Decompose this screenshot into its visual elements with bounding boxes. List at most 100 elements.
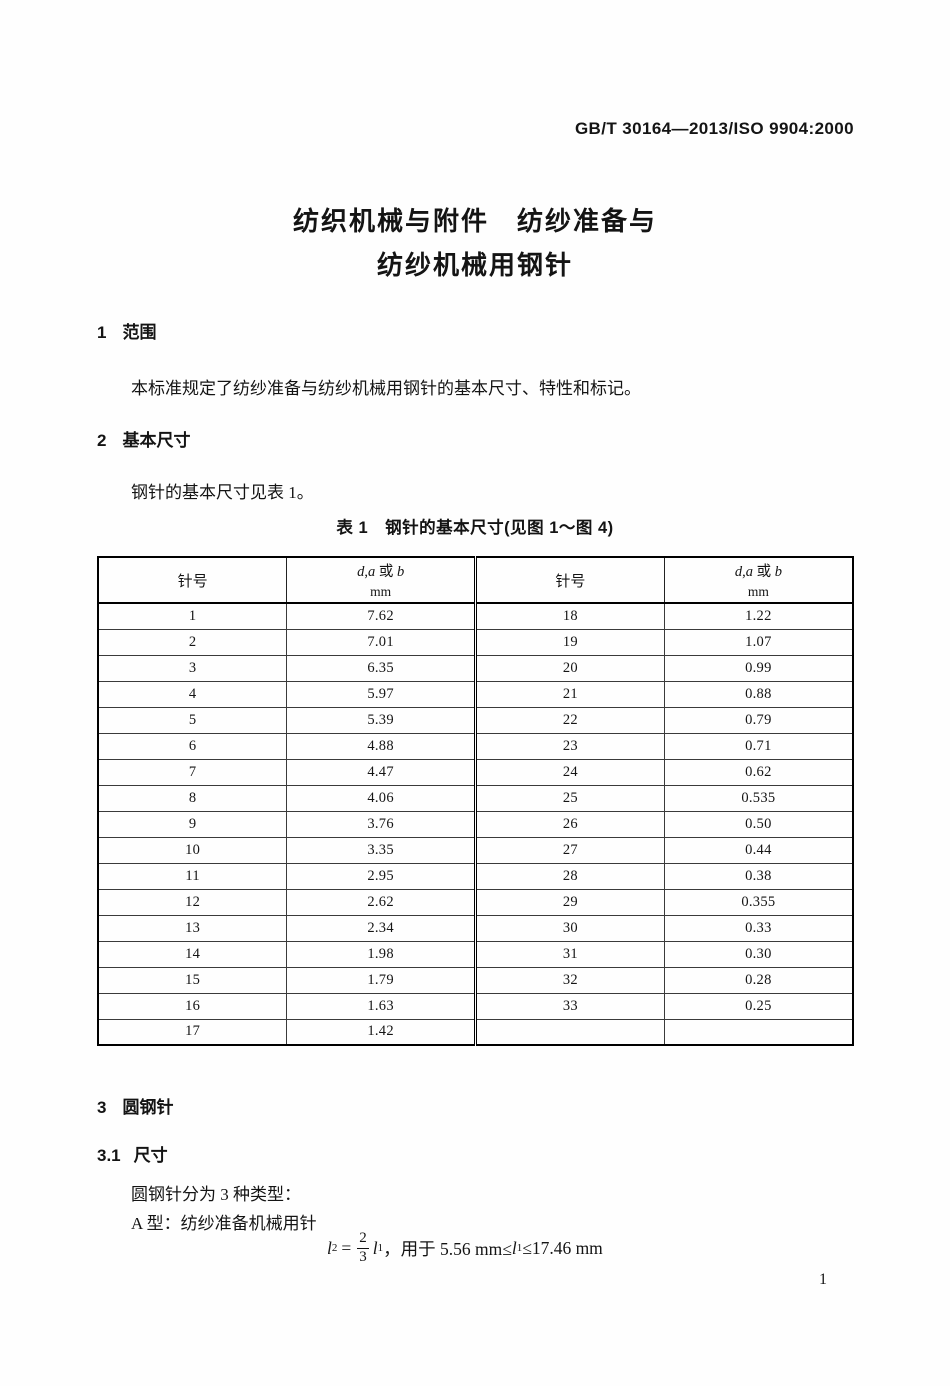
section-1-heading: 1 范围 <box>97 318 156 343</box>
table-row: 2 7.01 19 1.07 <box>97 628 854 656</box>
section-2-body: 钢针的基本尺寸见表 1。 <box>131 483 314 502</box>
dimension-value-cell: 0.33 <box>663 914 854 942</box>
dimension-value-cell: 0.88 <box>663 680 854 708</box>
var-l1: l <box>372 1237 378 1258</box>
section-3-title: 圆钢针 <box>122 1098 174 1117</box>
var-l1-cond: l <box>511 1237 517 1258</box>
dimension-value-cell: 3.35 <box>286 836 476 864</box>
needle-number-cell: 15 <box>97 966 288 994</box>
table-row: 4 5.97 21 0.88 <box>97 680 854 708</box>
needle-number-cell: 23 <box>474 732 665 760</box>
dimension-value-cell: 0.25 <box>663 992 854 1020</box>
symbol-d: d <box>734 564 743 580</box>
section-2-number: 2 <box>97 431 107 450</box>
needle-number-cell: 27 <box>474 836 665 864</box>
needle-number-cell: 25 <box>474 784 665 812</box>
equals-sign: = <box>341 1237 352 1258</box>
symbol-a: a <box>367 564 376 580</box>
dimension-value-cell: 0.99 <box>663 654 854 682</box>
needle-number-cell: 6 <box>97 732 288 760</box>
dimension-value-cell: 2.62 <box>286 888 476 916</box>
section-3-number: 3 <box>97 1098 107 1117</box>
needle-number-cell: 2 <box>97 628 288 656</box>
dimension-value-cell: 7.62 <box>286 602 476 630</box>
needle-number-cell: 29 <box>474 888 665 916</box>
needle-number-cell: 30 <box>474 914 665 942</box>
dimension-value-cell: 1.07 <box>663 628 854 656</box>
needle-number-cell: 3 <box>97 654 288 682</box>
symbol-a: a <box>745 564 753 580</box>
symbol-b: b <box>774 564 782 580</box>
needle-number-cell: 24 <box>474 758 665 786</box>
table-row: 10 3.35 27 0.44 <box>97 836 854 864</box>
section-1-title: 范围 <box>122 323 157 342</box>
var-l2: l <box>327 1237 332 1258</box>
symbol-d: d <box>357 564 365 580</box>
needle-number-cell: 11 <box>97 862 288 890</box>
needle-number-cell: 7 <box>97 758 288 786</box>
section-3-1-title: 尺寸 <box>133 1146 168 1165</box>
symbol-b: b <box>396 564 405 580</box>
unit-mm: mm <box>370 584 392 599</box>
section-2-heading: 2 基本尺寸 <box>97 426 190 451</box>
needle-number-cell: 10 <box>97 836 288 864</box>
dimension-value-cell: 0.79 <box>663 706 854 734</box>
dimension-value-cell: 1.42 <box>286 1018 476 1046</box>
needle-number-cell: 31 <box>474 940 665 968</box>
var-l1-cond-subscript: 1 <box>516 1241 523 1254</box>
table-row: 9 3.76 26 0.50 <box>97 810 854 838</box>
table-row: 5 5.39 22 0.79 <box>97 706 854 734</box>
dimension-value-cell: 0.50 <box>663 810 854 838</box>
var-l2-subscript: 2 <box>331 1241 338 1254</box>
needle-number-cell: 9 <box>97 810 288 838</box>
title-line-2: 纺纱机械用钢针 <box>376 250 573 280</box>
table-caption: 表 1 钢针的基本尺寸(见图 1～图 4) <box>336 519 614 537</box>
standard-number: GB/T 30164—2013/ISO 9904:2000 <box>574 119 854 138</box>
needle-number-cell: 19 <box>474 628 665 656</box>
fraction-denominator: 3 <box>357 1247 369 1265</box>
dimension-value-cell: 5.39 <box>286 706 476 734</box>
col-header-dimension-left: d,a 或 b mm <box>286 556 476 604</box>
needle-number-cell: 18 <box>474 602 665 630</box>
section-2-title: 基本尺寸 <box>122 431 191 450</box>
table-row: 7 4.47 24 0.62 <box>97 758 854 786</box>
dimension-value-cell: 0.38 <box>663 862 854 890</box>
document-title: 纺织机械与附件 纺纱准备与 纺纱机械用钢针 <box>0 199 950 287</box>
needle-number-cell: 21 <box>474 680 665 708</box>
table-row: 17 1.42 <box>97 1018 854 1046</box>
length-formula: l 2 = 2 3 l 1 ，用于 5.56 mm≤ l 1 ≤17.46 mm <box>327 1224 603 1272</box>
dimension-value-cell: 0.30 <box>663 940 854 968</box>
section-3-1-heading: 3.1 尺寸 <box>97 1141 168 1166</box>
dimension-value-cell: 6.35 <box>286 654 476 682</box>
needle-number-cell: 16 <box>97 992 288 1020</box>
formula-condition-post: ≤17.46 mm <box>522 1237 603 1258</box>
dimension-value-cell: 5.97 <box>286 680 476 708</box>
needle-number-cell: 22 <box>474 706 665 734</box>
needle-number-cell: 1 <box>97 602 288 630</box>
needle-number-cell: 8 <box>97 784 288 812</box>
needle-dimensions-table: 针号 d,a 或 b mm 针号 d,a 或 b mm <box>97 556 854 1046</box>
col-header-dimension-right: d,a 或 b mm <box>663 556 854 604</box>
type-a-description: A 型：纺纱准备机械用针 <box>131 1214 317 1233</box>
needle-number-cell: 14 <box>97 940 288 968</box>
table-row: 12 2.62 29 0.355 <box>97 888 854 916</box>
dimension-value-cell: 2.95 <box>286 862 476 890</box>
needle-number-cell: 28 <box>474 862 665 890</box>
section-1-number: 1 <box>97 323 107 342</box>
col-header-needle-left: 针号 <box>97 556 288 604</box>
fraction-numerator: 2 <box>359 1230 367 1247</box>
dimension-value-cell: 0.44 <box>663 836 854 864</box>
dimension-value-cell: 3.76 <box>286 810 476 838</box>
symbol-comma: , <box>364 564 368 580</box>
dimension-value-cell: 2.34 <box>286 914 476 942</box>
dimension-value-cell: 1.22 <box>663 602 854 630</box>
needle-label: 针号 <box>177 573 208 590</box>
needle-types-intro: 圆钢针分为 3 种类型： <box>131 1185 301 1204</box>
needle-number-cell: 26 <box>474 810 665 838</box>
table-header-row: 针号 d,a 或 b mm 针号 d,a 或 b mm <box>97 556 854 604</box>
table-row: 13 2.34 30 0.33 <box>97 914 854 942</box>
table-row: 14 1.98 31 0.30 <box>97 940 854 968</box>
dimension-value-cell: 0.535 <box>663 784 854 812</box>
